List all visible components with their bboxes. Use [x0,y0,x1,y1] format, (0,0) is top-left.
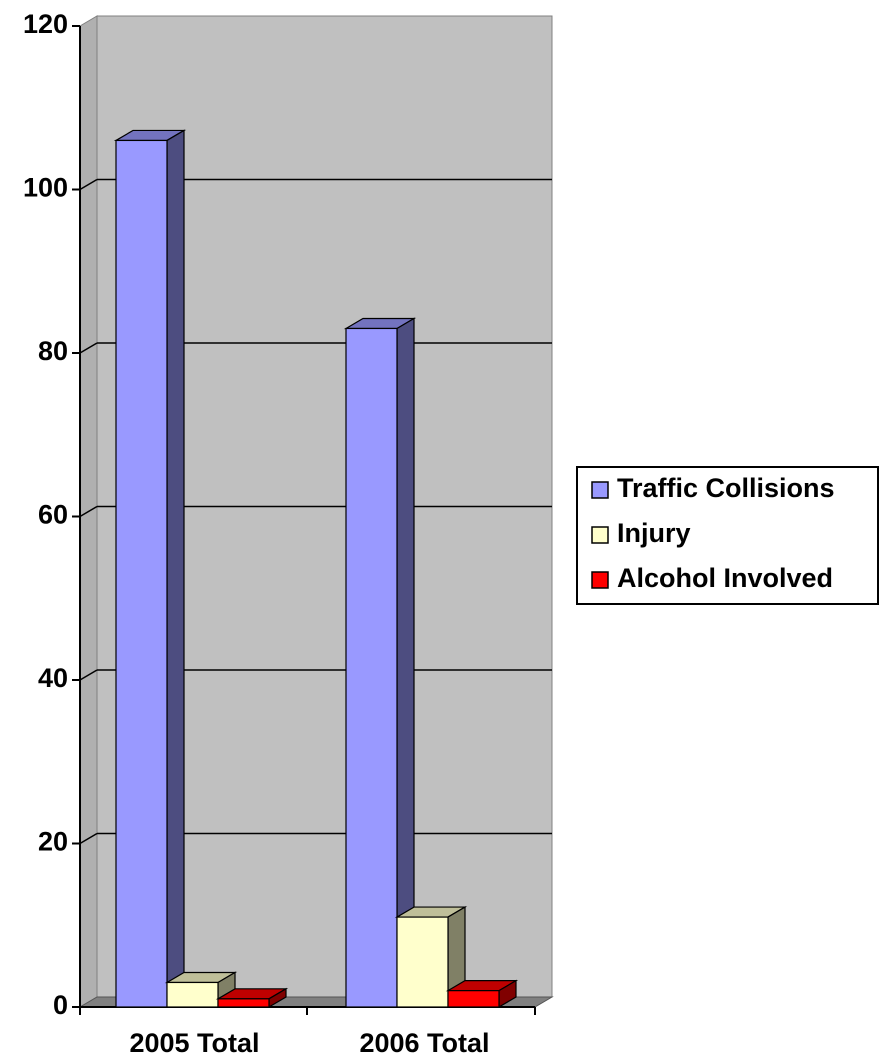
y-tick-label: 60 [38,500,68,530]
legend-box [576,466,879,605]
y-tick-label: 40 [38,663,68,693]
legend-swatch [591,571,609,589]
legend-label: Alcohol Involved [617,563,833,593]
y-tick-label: 120 [23,9,68,39]
legend-swatch [591,526,609,544]
grid-line-side [79,178,98,191]
grid-line-side [79,505,98,518]
y-tick-label: 0 [53,990,68,1020]
bar [217,998,270,1008]
bar-side [396,317,415,1009]
y-tick-label: 80 [38,336,68,366]
bar [115,139,168,1008]
bar-side [166,129,185,1009]
grid-line-side [79,669,98,681]
legend-label: Traffic Collisions [617,473,835,503]
y-tick-label: 20 [38,827,68,857]
bar [447,990,500,1008]
bar [166,981,219,1008]
bar [396,916,449,1008]
bar [345,327,398,1008]
legend-label: Injury [617,518,691,548]
y-tick-label: 100 [23,173,68,203]
x-tick-label: 2006 Total [359,1028,489,1058]
grid-line-side [79,832,98,845]
legend-swatch [591,481,609,499]
grid-line-side [79,342,98,354]
x-tick-label: 2005 Total [129,1028,259,1058]
